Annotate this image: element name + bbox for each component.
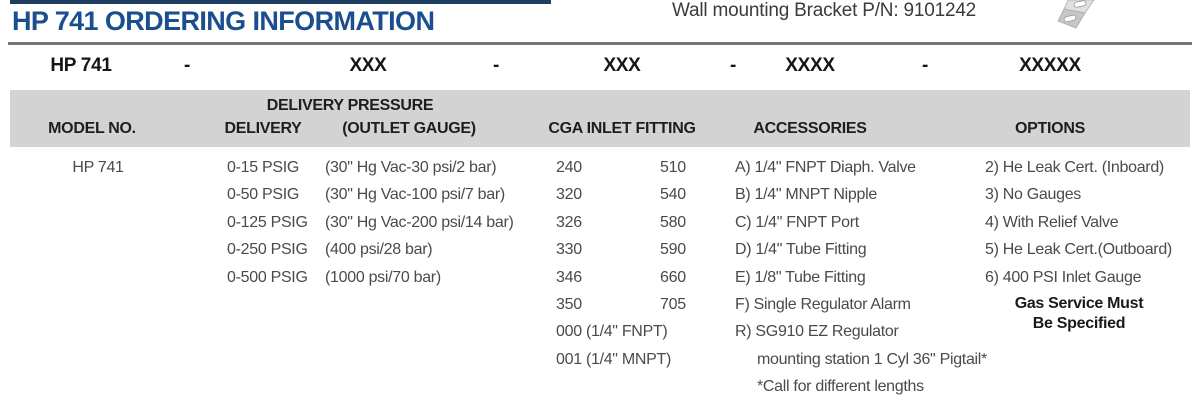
header-delivery-pressure-group: DELIVERY PRESSURE [266, 97, 434, 114]
code-segment-accessories: XXXX [785, 55, 835, 76]
cga-code: 540 [660, 186, 686, 204]
outlet-gauge-value: (30" Hg Vac-30 psi/2 bar) [325, 159, 497, 176]
code-segment-options: XXXXX [1019, 55, 1081, 76]
part-number-code-row: HP 741 - XXX - XXX - XXXX - XXXXX [0, 51, 1200, 81]
outlet-gauge-value: (30" Hg Vac-200 psi/14 bar) [325, 213, 514, 231]
cga-code: 330 [556, 241, 582, 259]
table-header-band [10, 90, 1190, 147]
code-segment-delivery: XXX [349, 55, 387, 76]
header-options: OPTIONS [1015, 120, 1085, 137]
header-accessories: ACCESSORIES [753, 120, 867, 137]
accessory-item: C) 1/4" FNPT Port [735, 213, 859, 231]
option-item: 4) With Relief Valve [985, 213, 1119, 231]
outlet-gauge-value: (30" Hg Vac-100 psi/7 bar) [325, 186, 505, 204]
code-segment-cga: XXX [603, 55, 641, 76]
cga-code: 580 [660, 213, 686, 231]
delivery-range: 0-50 PSIG [227, 186, 300, 204]
delivery-range: 0-500 PSIG [227, 268, 308, 286]
accessory-continuation: mounting station 1 Cyl 36" Pigtail* [757, 350, 987, 368]
accessory-footnote: *Call for different lengths [757, 378, 924, 396]
gas-service-note-line1: Gas Service Must [1014, 294, 1144, 312]
wall-bracket-note: Wall mounting Bracket P/N: 9101242 [672, 0, 977, 21]
cga-code: 000 (1/4" FNPT) [556, 323, 668, 341]
column-accessories: A) 1/4" FNPT Diaph. Valve B) 1/4" MNPT N… [735, 154, 987, 401]
cga-code: 705 [660, 295, 686, 313]
column-options: 2) He Leak Cert. (Inboard) 3) No Gauges … [985, 154, 1172, 334]
accessory-item: A) 1/4" FNPT Diaph. Valve [735, 159, 916, 176]
option-item: 6) 400 PSI Inlet Gauge [985, 268, 1142, 286]
header-model-no: MODEL NO. [48, 120, 136, 137]
cga-code: 001 (1/4" MNPT) [556, 350, 671, 368]
accessory-item: B) 1/4" MNPT Nipple [735, 186, 877, 204]
cga-code: 590 [660, 241, 686, 259]
header-outlet-gauge: (OUTLET GAUGE) [342, 120, 476, 137]
cga-code: 346 [556, 268, 582, 286]
column-delivery-range: 0-15 PSIG 0-50 PSIG 0-125 PSIG 0-250 PSI… [227, 154, 308, 291]
cga-code: 660 [660, 268, 686, 286]
code-separator: - [729, 55, 737, 76]
accessory-item: R) SG910 EZ Regulator [735, 323, 899, 341]
accessory-item: E) 1/8" Tube Fitting [735, 268, 866, 286]
code-separator: - [492, 55, 500, 76]
outlet-gauge-value: (1000 psi/70 bar) [325, 268, 441, 286]
cga-code: 326 [556, 213, 582, 231]
option-item: 5) He Leak Cert.(Outboard) [985, 241, 1172, 259]
gas-service-note: Gas Service Must Be Specified [999, 294, 1159, 334]
code-model: HP 741 [50, 55, 112, 76]
page-title: HP 741 ORDERING INFORMATION [12, 6, 435, 36]
cga-code: 510 [660, 159, 686, 176]
cga-code: 320 [556, 186, 582, 204]
accessory-item: F) Single Regulator Alarm [735, 295, 911, 313]
delivery-range: 0-125 PSIG [227, 213, 308, 231]
column-cga-inlet-2: 510 540 580 590 660 705 [660, 154, 686, 318]
header-cga-inlet-fitting: CGA INLET FITTING [548, 120, 696, 137]
code-separator: - [921, 55, 929, 76]
code-separator: - [183, 55, 191, 76]
column-model-no: HP 741 [58, 154, 138, 181]
column-outlet-gauge: (30" Hg Vac-30 psi/2 bar) (30" Hg Vac-10… [325, 154, 514, 291]
accessory-item: D) 1/4" Tube Fitting [735, 241, 867, 259]
wall-bracket-icon [1052, 0, 1104, 35]
cga-code: 240 [556, 159, 582, 176]
cga-code: 350 [556, 295, 582, 313]
option-item: 3) No Gauges [985, 186, 1082, 204]
delivery-range: 0-15 PSIG [227, 159, 300, 176]
model-no-value: HP 741 [72, 159, 124, 176]
outlet-gauge-value: (400 psi/28 bar) [325, 241, 433, 259]
delivery-range: 0-250 PSIG [227, 241, 308, 259]
gas-service-note-line2: Be Specified [1032, 314, 1126, 332]
header-delivery: DELIVERY [224, 120, 302, 137]
cropped-header-strip [10, 0, 551, 4]
title-underline [8, 42, 1192, 45]
column-cga-inlet-1: 240 320 326 330 346 350 000 (1/4" FNPT) … [556, 154, 671, 373]
option-item: 2) He Leak Cert. (Inboard) [985, 159, 1164, 176]
